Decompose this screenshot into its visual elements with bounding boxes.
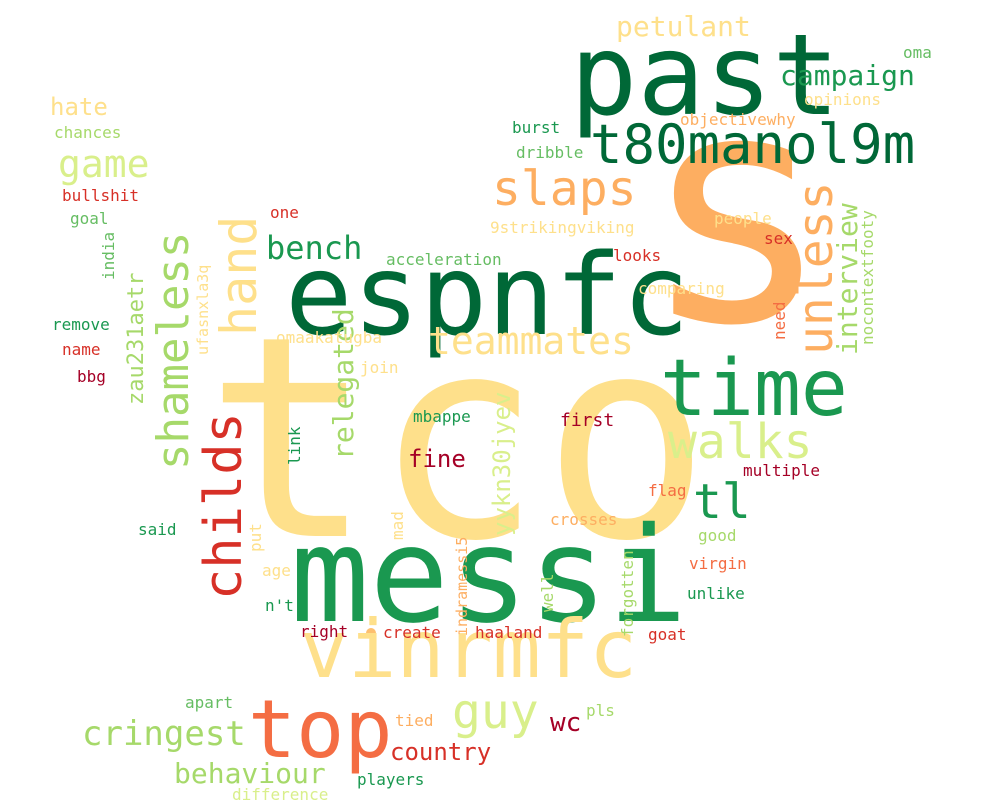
word-19: cringest (82, 714, 246, 754)
word-39: goal (70, 209, 109, 228)
word-54: join (360, 358, 399, 377)
word-43: 9strikingviking (490, 218, 635, 237)
word-65: good (698, 526, 737, 545)
word-62: mad (388, 511, 407, 540)
word-35: burst (512, 118, 561, 137)
word-61: said (138, 520, 177, 539)
word-6: top (248, 683, 393, 776)
word-57: first (560, 410, 615, 431)
word-80: players (357, 770, 425, 789)
word-50: remove (52, 315, 110, 334)
word-67: virgin (689, 554, 747, 573)
word-73: right (300, 622, 349, 641)
word-3: past (570, 11, 840, 141)
word-70: forgotten (618, 550, 637, 637)
word-76: goat (648, 625, 687, 644)
word-52: bbg (77, 367, 106, 386)
word-42: ufasnxla3q (194, 264, 212, 355)
word-31: wc (550, 708, 582, 738)
word-30: fine (408, 445, 466, 473)
word-45: acceleration (386, 250, 502, 269)
word-24: campaign (780, 59, 915, 92)
word-8: t80manol9m (590, 113, 916, 176)
word-46: looks (613, 246, 662, 265)
word-32: oma (903, 43, 932, 62)
word-18: game (58, 142, 150, 186)
word-58: link (285, 426, 304, 465)
word-11: shameless (148, 231, 199, 470)
word-48: comparing (638, 279, 725, 298)
word-59: multiple (743, 461, 821, 480)
word-26: yykn30jyev (488, 391, 516, 537)
word-28: country (390, 738, 492, 766)
word-74: create (383, 623, 441, 642)
word-1: s (640, 24, 833, 396)
word-36: dribble (516, 143, 584, 162)
word-17: tl (693, 474, 751, 530)
dot-mark (366, 628, 376, 638)
word-55: need (770, 301, 789, 340)
word-29: hate (50, 93, 108, 121)
word-66: indramessi5 (453, 536, 471, 636)
word-81: difference (232, 785, 329, 804)
word-79: pls (586, 701, 615, 720)
word-33: opinions (804, 90, 882, 109)
word-0: tco (205, 277, 711, 603)
word-13: hand (210, 215, 268, 336)
word-7: time (660, 344, 848, 434)
word-40: one (270, 203, 299, 222)
word-47: sex (764, 229, 793, 248)
word-25: petulant (616, 10, 751, 43)
word-16: guy (452, 684, 539, 740)
word-10: teammates (428, 319, 634, 363)
word-5: vinrmfc (300, 603, 638, 696)
word-75: haaland (475, 623, 543, 642)
word-78: tied (395, 711, 434, 730)
word-9: slaps (492, 161, 637, 217)
word-72: n't (265, 596, 294, 615)
word-53: omaakatugba (276, 328, 382, 347)
word-56: mbappe (413, 407, 471, 426)
word-4: espnfc (285, 231, 690, 361)
word-51: name (62, 340, 101, 359)
word-44: people (714, 209, 772, 228)
word-41: india (99, 231, 118, 280)
word-69: well (538, 573, 557, 612)
word-68: age (262, 561, 291, 580)
word-12: childs (194, 412, 254, 600)
word-27: zau231aetr (124, 272, 149, 405)
word-21: bench (266, 229, 363, 267)
word-71: unlike (687, 584, 745, 603)
word-63: put (246, 523, 265, 552)
word-49: nocontextfooty (858, 210, 877, 345)
word-20: behaviour (174, 757, 326, 790)
word-77: apart (185, 693, 234, 712)
word-38: bullshit (62, 186, 140, 205)
word-2: messi (290, 499, 688, 653)
word-64: crosses (550, 510, 618, 529)
word-34: objectivewhy (680, 110, 796, 129)
word-15: walks (668, 414, 813, 470)
word-60: flag (648, 481, 687, 500)
word-37: chances (54, 123, 122, 142)
